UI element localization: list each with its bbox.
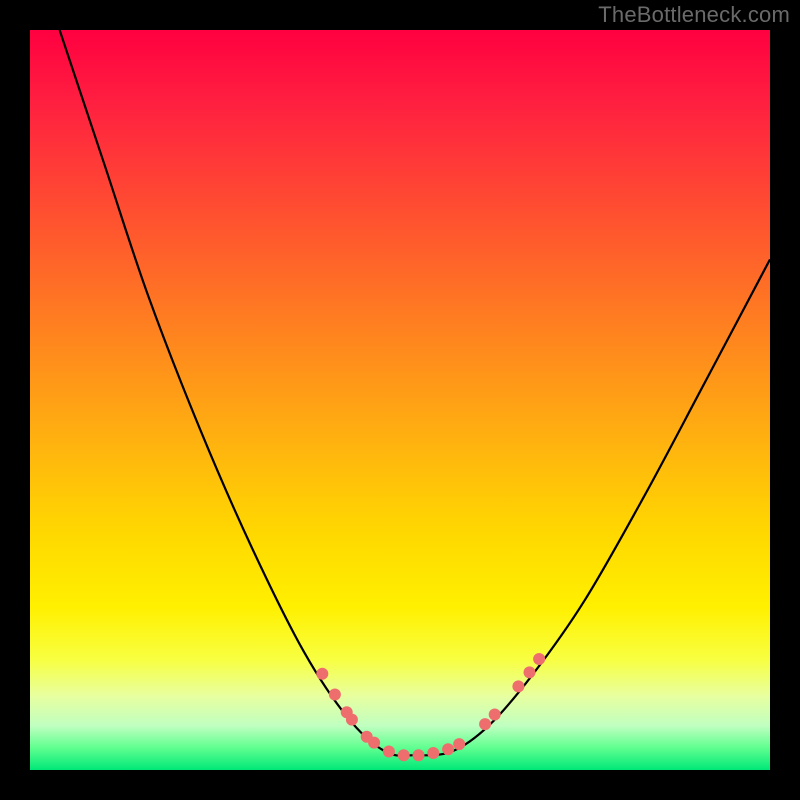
curve-marker [413,749,425,761]
curve-marker [524,666,536,678]
bottleneck-chart [0,0,800,800]
curve-marker [346,714,358,726]
curve-marker [316,668,328,680]
curve-marker [329,689,341,701]
watermark-text: TheBottleneck.com [598,2,790,28]
curve-marker [453,738,465,750]
plot-background [30,30,770,770]
curve-marker [398,749,410,761]
curve-marker [383,746,395,758]
curve-marker [427,747,439,759]
curve-marker [489,709,501,721]
curve-marker [533,653,545,665]
curve-marker [368,737,380,749]
curve-marker [512,680,524,692]
curve-marker [479,718,491,730]
curve-marker [442,743,454,755]
